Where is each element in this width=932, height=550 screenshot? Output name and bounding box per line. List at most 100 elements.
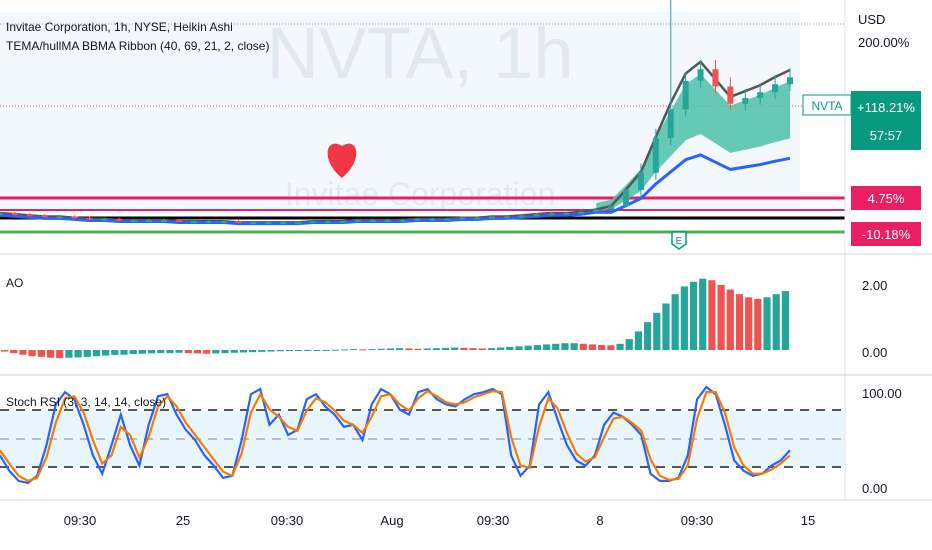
heart-icon (327, 143, 357, 178)
watermark-name: Invitae Corporation (285, 176, 555, 212)
candle (235, 221, 242, 224)
candle (503, 216, 510, 219)
candle (369, 219, 376, 222)
ao-bar (524, 345, 532, 350)
candle (280, 222, 287, 225)
candle (56, 216, 63, 219)
candle (86, 217, 93, 220)
candle (384, 219, 391, 222)
level-lower-text: -10.18% (862, 227, 911, 242)
ao-bar (735, 294, 744, 350)
ao-bar (497, 347, 505, 350)
ao-bar (579, 343, 587, 350)
ao-bar (359, 349, 367, 351)
ao-bar (441, 347, 450, 350)
time-tick-label: 09:30 (271, 513, 304, 528)
stoch-tick-top: 100.00 (862, 386, 902, 401)
ao-bar (1, 350, 9, 352)
ao-bar (276, 350, 284, 352)
ao-bar (451, 347, 459, 350)
candle (727, 86, 734, 104)
symbol-change-text: +118.21% (857, 100, 915, 115)
ao-bar (533, 345, 541, 350)
candle (11, 213, 18, 215)
ao-bar (184, 350, 192, 354)
ao-bar (294, 350, 303, 351)
ao-bar (542, 344, 551, 350)
level-badge-upper-box (851, 186, 921, 210)
price-top-label: 200.00% (858, 35, 910, 50)
ao-bar (258, 350, 266, 352)
time-axis[interactable]: 09:30 25 09:30 Aug 09:30 8 09:30 15 (64, 513, 816, 528)
countdown-text: 57:57 (870, 128, 903, 143)
stoch-tick-bottom: 0.00 (862, 481, 887, 496)
ao-bar (129, 350, 137, 355)
ao-title[interactable]: AO (6, 276, 23, 290)
ao-bar (625, 339, 633, 350)
ao-bar (689, 281, 698, 350)
ao-bar (754, 298, 762, 350)
candle (250, 222, 257, 225)
ao-bar (147, 350, 156, 354)
candle (533, 214, 540, 217)
candle (324, 221, 331, 224)
stoch-d-line (0, 389, 791, 483)
stoch-lines (0, 385, 791, 485)
candle (265, 222, 272, 225)
chart-title: Invitae Corporation, 1h, NYSE, Heikin As… (6, 20, 233, 34)
ao-bar (634, 331, 643, 350)
ao-bar (267, 350, 275, 352)
candle (548, 213, 555, 215)
ao-bar (396, 348, 404, 350)
ao-bar (111, 350, 119, 355)
candle (429, 218, 436, 221)
ao-bar (322, 350, 330, 351)
candle (41, 215, 48, 218)
candle (131, 219, 138, 222)
candle (637, 172, 644, 190)
ao-bar (588, 344, 597, 350)
stoch-title[interactable]: Stoch RSI (3, 3, 14, 14, close) (6, 395, 166, 409)
candle (71, 216, 78, 219)
ao-bar (423, 348, 431, 350)
symbol-change-box (851, 91, 921, 150)
candle (205, 221, 212, 224)
ao-bar (157, 350, 165, 354)
candle (414, 218, 421, 221)
ao-bar (203, 350, 211, 354)
candle (742, 98, 749, 104)
ao-bar (552, 343, 560, 350)
ao-bar (726, 289, 734, 350)
ao-bar (230, 350, 238, 353)
ao-bar (37, 350, 45, 357)
ao-bar (249, 350, 257, 353)
candle (399, 219, 406, 222)
currency-label[interactable]: USD (858, 12, 885, 27)
ao-bar (386, 348, 394, 350)
indicator-label[interactable]: TEMA/hullMA BBMA Ribbon (40, 69, 21, 2, … (6, 39, 269, 53)
ao-bar (487, 348, 496, 350)
candle (757, 92, 764, 98)
candle (190, 221, 197, 224)
ao-bar (653, 312, 661, 350)
level-badge-lower-box (851, 222, 921, 246)
ao-bar (10, 350, 18, 354)
ao-tick-top: 2.00 (862, 278, 887, 293)
ao-bar (212, 350, 220, 354)
ao-bar (772, 294, 780, 350)
ao-bar (377, 348, 385, 350)
candle (459, 217, 466, 220)
ao-bar (285, 350, 293, 351)
ao-bar (65, 350, 73, 358)
ao-bar (717, 284, 725, 350)
candle (146, 219, 153, 222)
time-tick-label: 09:30 (477, 513, 510, 528)
earnings-marker[interactable]: E (671, 231, 687, 250)
level-upper-text: 4.75% (868, 191, 905, 206)
ao-bar (414, 348, 422, 350)
time-tick-label: 25 (176, 513, 190, 528)
earnings-label: E (676, 236, 683, 247)
stoch-k-line (0, 385, 791, 485)
symbol-tag[interactable]: NVTA (802, 94, 852, 116)
